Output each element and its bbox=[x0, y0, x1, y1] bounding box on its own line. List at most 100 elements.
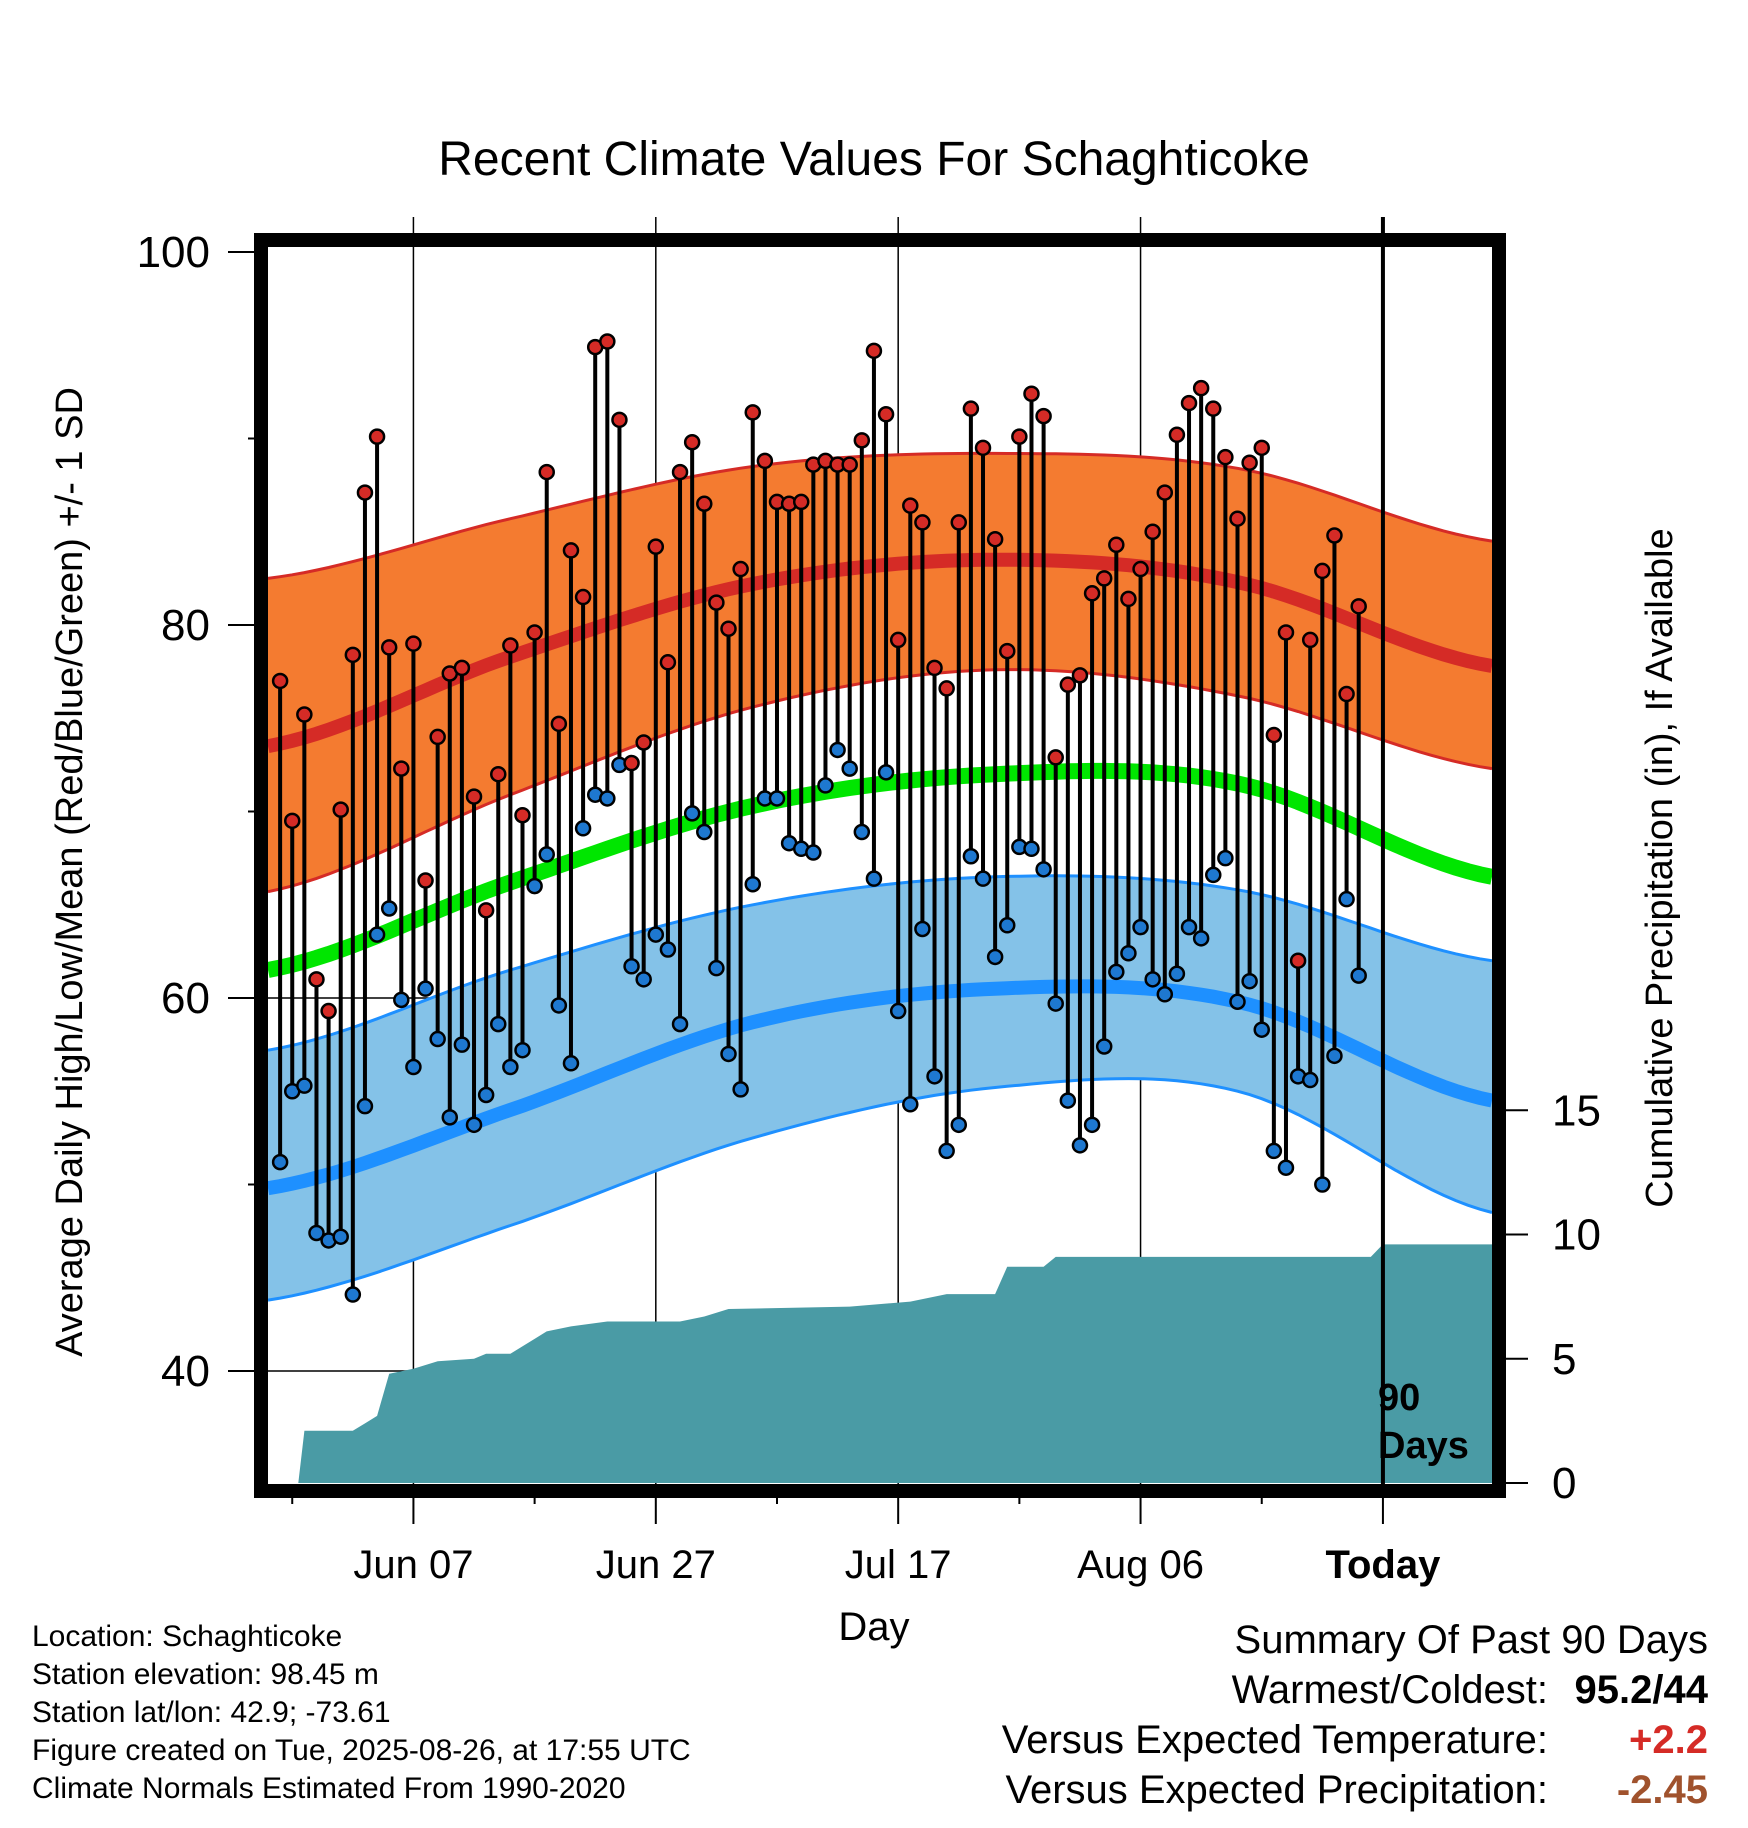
y-tick-label: 60 bbox=[161, 974, 210, 1023]
low-point bbox=[986, 948, 1004, 966]
x-tick-label: Today bbox=[1326, 1543, 1442, 1587]
high-point bbox=[877, 406, 895, 423]
low-point bbox=[1253, 1021, 1270, 1038]
warmest-row: Warmest/Coldest: 95.2/44 bbox=[1002, 1668, 1708, 1718]
chart-title: Recent Climate Values For Schaghticoke bbox=[438, 133, 1310, 186]
low-point bbox=[1035, 861, 1052, 878]
warmest-value: 95.2/44 bbox=[1574, 1668, 1708, 1712]
high-point bbox=[1168, 426, 1186, 444]
low-point bbox=[405, 1058, 422, 1076]
y-tick-label: 40 bbox=[161, 1347, 210, 1396]
low-point bbox=[1301, 1071, 1319, 1089]
summary-title-text: Summary Of Past 90 Days bbox=[1234, 1618, 1708, 1662]
high-sd-band bbox=[268, 453, 1492, 892]
low-point bbox=[562, 1055, 580, 1072]
low-point bbox=[1180, 918, 1198, 936]
high-point bbox=[1289, 952, 1307, 969]
y2-tick-label: 15 bbox=[1552, 1086, 1601, 1135]
high-point bbox=[708, 594, 725, 611]
high-point bbox=[1229, 510, 1246, 527]
high-point bbox=[1047, 749, 1064, 766]
high-point bbox=[720, 620, 737, 637]
today-days-label: Days bbox=[1378, 1425, 1469, 1467]
low-point bbox=[683, 805, 701, 822]
low-sd-upper-line bbox=[267, 874, 1493, 1052]
high-point bbox=[1253, 439, 1270, 457]
observations-layer bbox=[271, 333, 1367, 1303]
x-axis-label: Day bbox=[838, 1605, 909, 1649]
high-point bbox=[477, 902, 495, 919]
y2-tick-label: 0 bbox=[1552, 1459, 1576, 1508]
low-point bbox=[962, 848, 980, 865]
high-point bbox=[550, 715, 568, 733]
low-point bbox=[296, 1077, 313, 1094]
low-point bbox=[877, 764, 895, 781]
high-point bbox=[1023, 385, 1040, 402]
y-tick-label: 80 bbox=[161, 601, 210, 650]
high-point bbox=[599, 333, 616, 350]
high-point bbox=[732, 560, 749, 578]
low-point bbox=[744, 875, 762, 893]
temp-row: Versus Expected Temperature: +2.2 bbox=[1002, 1718, 1708, 1768]
low-point bbox=[1326, 1047, 1343, 1065]
high-point bbox=[1265, 726, 1283, 744]
low-point bbox=[417, 980, 434, 997]
high-point bbox=[623, 754, 640, 772]
low-point bbox=[1023, 840, 1040, 858]
high-point bbox=[271, 672, 289, 690]
low-point bbox=[950, 1116, 968, 1134]
high-point bbox=[756, 452, 774, 470]
high-point bbox=[1314, 562, 1331, 580]
high-point bbox=[465, 788, 483, 805]
low-point bbox=[550, 997, 568, 1014]
high-point bbox=[671, 463, 689, 481]
low-point bbox=[356, 1097, 374, 1115]
temp-value: +2.2 bbox=[1629, 1718, 1708, 1762]
mean-normal-line bbox=[266, 762, 1494, 978]
latlon-text: Station lat/lon: 42.9; -73.61 bbox=[32, 1696, 391, 1729]
high-point bbox=[1108, 536, 1125, 554]
temp-label: Versus Expected Temperature: bbox=[1001, 1718, 1548, 1762]
low-point bbox=[926, 1068, 943, 1085]
normal-bands bbox=[266, 451, 1494, 1302]
high-point bbox=[1205, 400, 1222, 417]
summary-title: Summary Of Past 90 Days bbox=[1002, 1618, 1708, 1668]
high-point bbox=[841, 456, 858, 473]
low-point bbox=[974, 870, 992, 887]
high-point bbox=[1350, 598, 1367, 615]
plot-border bbox=[254, 233, 1506, 1498]
high-point bbox=[538, 463, 555, 481]
high-point bbox=[1132, 560, 1149, 578]
high-point bbox=[308, 971, 325, 988]
low-point bbox=[1108, 963, 1125, 981]
low-point bbox=[889, 1002, 907, 1020]
high-point bbox=[1083, 585, 1101, 602]
high-point bbox=[296, 706, 313, 723]
y-tick-label: 100 bbox=[137, 228, 210, 277]
low-point bbox=[490, 1015, 507, 1033]
normals-text: Climate Normals Estimated From 1990-2020 bbox=[32, 1772, 626, 1805]
high-point bbox=[986, 530, 1004, 548]
high-point bbox=[526, 624, 543, 641]
high-point bbox=[429, 728, 446, 746]
high-point bbox=[1035, 407, 1052, 425]
precip-value: -2.45 bbox=[1616, 1768, 1708, 1812]
high-point bbox=[380, 639, 398, 656]
low-point bbox=[1156, 986, 1174, 1003]
high-point bbox=[368, 428, 386, 445]
low-point bbox=[332, 1228, 349, 1245]
low-point bbox=[1192, 930, 1210, 947]
low-point bbox=[1314, 1176, 1331, 1193]
y-axis-label: Average Daily High/Low/Mean (Red/Blue/Gr… bbox=[49, 387, 91, 1357]
high-point bbox=[502, 637, 519, 654]
low-point bbox=[659, 941, 677, 958]
high-point bbox=[393, 760, 410, 777]
high-point bbox=[562, 542, 580, 559]
high-point bbox=[683, 433, 701, 451]
summary-panel: Summary Of Past 90 Days Warmest/Coldest:… bbox=[1002, 1618, 1708, 1818]
high-point bbox=[1180, 394, 1198, 412]
high-point bbox=[574, 588, 592, 606]
low-point bbox=[1277, 1159, 1295, 1176]
low-point bbox=[1132, 918, 1149, 936]
elevation-text: Station elevation: 98.45 m bbox=[32, 1658, 379, 1691]
